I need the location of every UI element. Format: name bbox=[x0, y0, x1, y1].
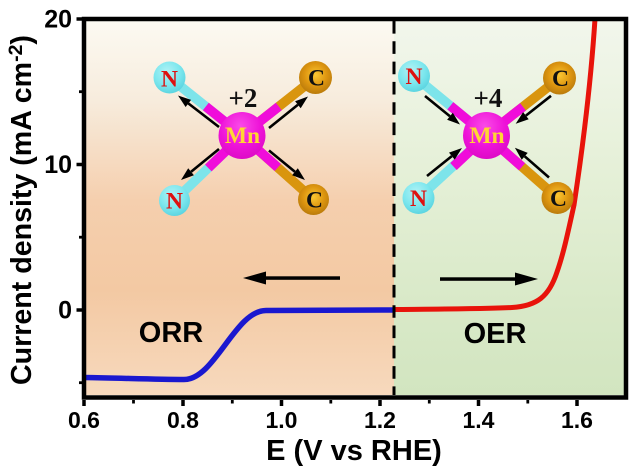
svg-text:1.0: 1.0 bbox=[266, 407, 298, 433]
svg-text:C: C bbox=[552, 66, 569, 92]
svg-text:+4: +4 bbox=[474, 83, 503, 113]
svg-text:0.6: 0.6 bbox=[68, 407, 100, 433]
svg-text:0.8: 0.8 bbox=[167, 407, 199, 433]
svg-text:E (V vs RHE): E (V vs RHE) bbox=[266, 435, 442, 467]
svg-text:N: N bbox=[410, 186, 427, 212]
svg-text:Current density (mA cm-2): Current density (mA cm-2) bbox=[5, 35, 38, 385]
svg-text:1.4: 1.4 bbox=[463, 407, 495, 433]
svg-text:ORR: ORR bbox=[139, 317, 204, 349]
svg-text:N: N bbox=[161, 67, 178, 93]
svg-text:1.2: 1.2 bbox=[364, 407, 396, 433]
svg-text:C: C bbox=[308, 65, 325, 91]
svg-text:1.6: 1.6 bbox=[561, 407, 593, 433]
svg-text:C: C bbox=[550, 186, 567, 212]
svg-text:Mn: Mn bbox=[225, 123, 260, 149]
svg-text:N: N bbox=[406, 64, 423, 90]
svg-text:+2: +2 bbox=[229, 83, 258, 113]
svg-text:Mn: Mn bbox=[469, 123, 504, 149]
svg-text:0: 0 bbox=[58, 297, 72, 325]
svg-text:20: 20 bbox=[44, 6, 72, 34]
svg-text:10: 10 bbox=[44, 151, 72, 179]
svg-text:C: C bbox=[306, 187, 323, 213]
svg-text:OER: OER bbox=[464, 318, 527, 350]
svg-text:N: N bbox=[166, 188, 183, 214]
